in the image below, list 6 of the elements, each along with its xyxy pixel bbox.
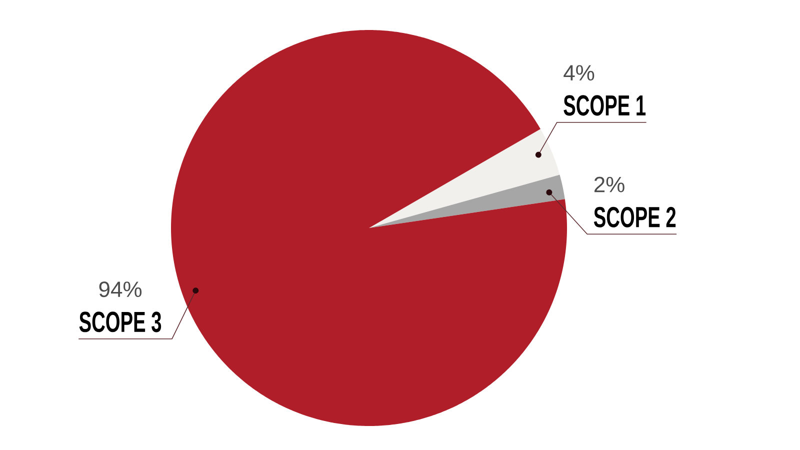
data-label: 94% xyxy=(99,282,142,298)
slice-label: SCOPE 1 xyxy=(564,95,646,116)
slice-label: SCOPE 2 xyxy=(594,206,676,228)
data-label: 4% xyxy=(564,65,594,81)
slice-label: SCOPE 3 xyxy=(79,312,162,332)
data-label: 2% xyxy=(594,176,624,192)
